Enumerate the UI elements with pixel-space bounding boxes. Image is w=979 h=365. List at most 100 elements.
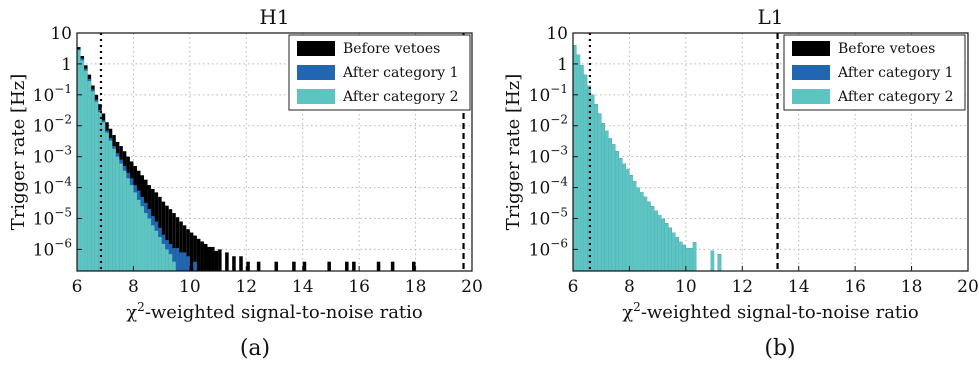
bar-after-category-2 xyxy=(632,181,637,271)
bar-after-category-1 xyxy=(182,252,187,271)
bar-after-category-2 xyxy=(597,113,602,271)
y-tick-label: 10−1 xyxy=(33,82,72,106)
bar-before-vetoes xyxy=(179,221,183,271)
legend-swatch-after-category-2 xyxy=(297,89,335,104)
y-tick-label: 10−6 xyxy=(529,236,568,260)
bar-before-vetoes xyxy=(172,213,176,271)
legend-swatch-after-category-2 xyxy=(792,89,830,104)
bar-after-category-2 xyxy=(94,101,99,272)
y-tick-label: 10 xyxy=(546,24,568,44)
legend: Before vetoes After category 1 After cat… xyxy=(783,34,966,111)
y-tick-label: 10−3 xyxy=(529,144,568,168)
bar-before-vetoes xyxy=(189,232,194,271)
plot-frame xyxy=(572,32,969,272)
bar-after-category-2 xyxy=(594,104,598,271)
bar-before-vetoes xyxy=(203,243,208,271)
x-tick-label: 8 xyxy=(128,277,139,297)
bar-after-category-2 xyxy=(629,175,633,271)
bar-after-category-2 xyxy=(129,185,134,271)
bar-before-vetoes xyxy=(168,209,173,271)
x-axis-label-sup: 2 xyxy=(633,300,641,314)
legend: Before vetoes After category 1 After cat… xyxy=(288,34,471,111)
legend-label-after-category-1: After category 1 xyxy=(342,65,459,81)
bar-before-vetoes xyxy=(390,261,395,271)
bar-after-category-2 xyxy=(91,91,95,271)
y-tick-label: 10 xyxy=(50,24,72,44)
y-axis-label: Trigger rate [Hz] xyxy=(8,74,29,231)
bar-before-vetoes xyxy=(232,256,236,271)
bar-after-category-2 xyxy=(133,192,137,271)
bar-after-category-2 xyxy=(580,65,584,271)
legend-swatch-before-vetoes xyxy=(297,41,335,56)
bar-after-category-2 xyxy=(668,227,672,271)
bar-after-category-2 xyxy=(108,140,113,271)
panel-l1: L1 6 8 10 12 14 16 18 20 10 1 10−1 10−2 10−3 10−4 10−… xyxy=(503,5,979,361)
x-tick-label: 10 xyxy=(675,277,697,297)
bar-after-category-2 xyxy=(689,248,693,271)
bar-before-vetoes xyxy=(207,246,212,271)
bar-after-category-2 xyxy=(618,158,623,271)
bar-before-vetoes xyxy=(376,261,381,271)
bar-before-vetoes xyxy=(274,261,279,271)
bar-after-category-2 xyxy=(161,243,166,271)
x-tick-label: 14 xyxy=(292,277,314,297)
legend-label-after-category-2: After category 2 xyxy=(342,89,459,105)
bar-after-category-2 xyxy=(664,223,669,271)
legend-label-after-category-1: After category 1 xyxy=(837,65,954,81)
bar-after-category-2 xyxy=(576,54,581,271)
panel-h1: H1 6 8 10 12 14 16 18 20 10 1 10−1 10−2 10−3 10−4 10−… xyxy=(8,5,483,361)
bar-after-category-2 xyxy=(84,70,88,272)
bar-after-category-2 xyxy=(87,81,92,271)
bar-after-category-2 xyxy=(112,148,116,271)
bar-after-category-2 xyxy=(685,248,690,271)
x-tick-label: 12 xyxy=(235,277,257,297)
bar-before-vetoes xyxy=(256,261,261,271)
bar-after-category-2 xyxy=(650,206,655,271)
panel-caption: (b) xyxy=(764,336,795,361)
bar-after-category-1 xyxy=(172,248,176,271)
x-axis-label-chi: χ xyxy=(622,302,633,323)
x-tick-label: 18 xyxy=(901,277,923,297)
bar-after-category-2 xyxy=(80,60,85,271)
bar-after-category-1 xyxy=(193,261,197,271)
y-axis-label: Trigger rate [Hz] xyxy=(503,74,524,231)
y-tick-label: 10−6 xyxy=(33,236,72,260)
x-tick-label: 6 xyxy=(72,277,83,297)
bar-after-category-2 xyxy=(640,192,644,271)
bar-after-category-2 xyxy=(101,122,106,271)
legend-label-before-vetoes: Before vetoes xyxy=(343,41,440,57)
bar-after-category-1 xyxy=(186,256,190,271)
bar-before-vetoes xyxy=(292,261,296,271)
bar-after-category-2 xyxy=(654,210,658,271)
bar-after-category-2 xyxy=(98,111,102,271)
bar-before-vetoes xyxy=(239,256,243,271)
bar-before-vetoes xyxy=(225,252,229,271)
bar-after-category-2 xyxy=(119,163,123,271)
y-tick-label: 10−1 xyxy=(529,82,568,106)
x-tick-label: 10 xyxy=(179,277,201,297)
chart-title: H1 xyxy=(259,5,289,29)
bar-after-category-2 xyxy=(573,45,577,271)
bar-after-category-2 xyxy=(590,94,595,271)
bar-before-vetoes xyxy=(302,261,307,271)
bar-before-vetoes xyxy=(175,217,180,271)
bar-before-vetoes xyxy=(196,238,201,271)
legend-swatch-before-vetoes xyxy=(792,41,830,56)
x-tick-label: 16 xyxy=(844,277,866,297)
y-tick-label: 10−2 xyxy=(529,113,568,137)
plot-frame xyxy=(76,32,473,272)
bar-before-vetoes xyxy=(352,261,356,271)
bar-after-category-2 xyxy=(710,250,715,271)
bar-after-category-2 xyxy=(151,225,155,271)
bar-after-category-2 xyxy=(611,144,616,271)
legend-swatch-after-category-1 xyxy=(792,65,830,80)
bar-before-vetoes xyxy=(246,261,250,271)
bar-after-category-2 xyxy=(717,254,722,271)
bar-after-category-2 xyxy=(77,50,81,272)
x-axis-label: χ2-weighted signal-to-noise ratio xyxy=(622,300,919,323)
x-axis-label: χ2-weighted signal-to-noise ratio xyxy=(126,300,423,323)
x-axis-label-sup: 2 xyxy=(137,300,145,314)
bar-after-category-2 xyxy=(622,163,626,271)
bar-after-category-2 xyxy=(692,242,697,271)
bar-after-category-2 xyxy=(172,261,176,271)
